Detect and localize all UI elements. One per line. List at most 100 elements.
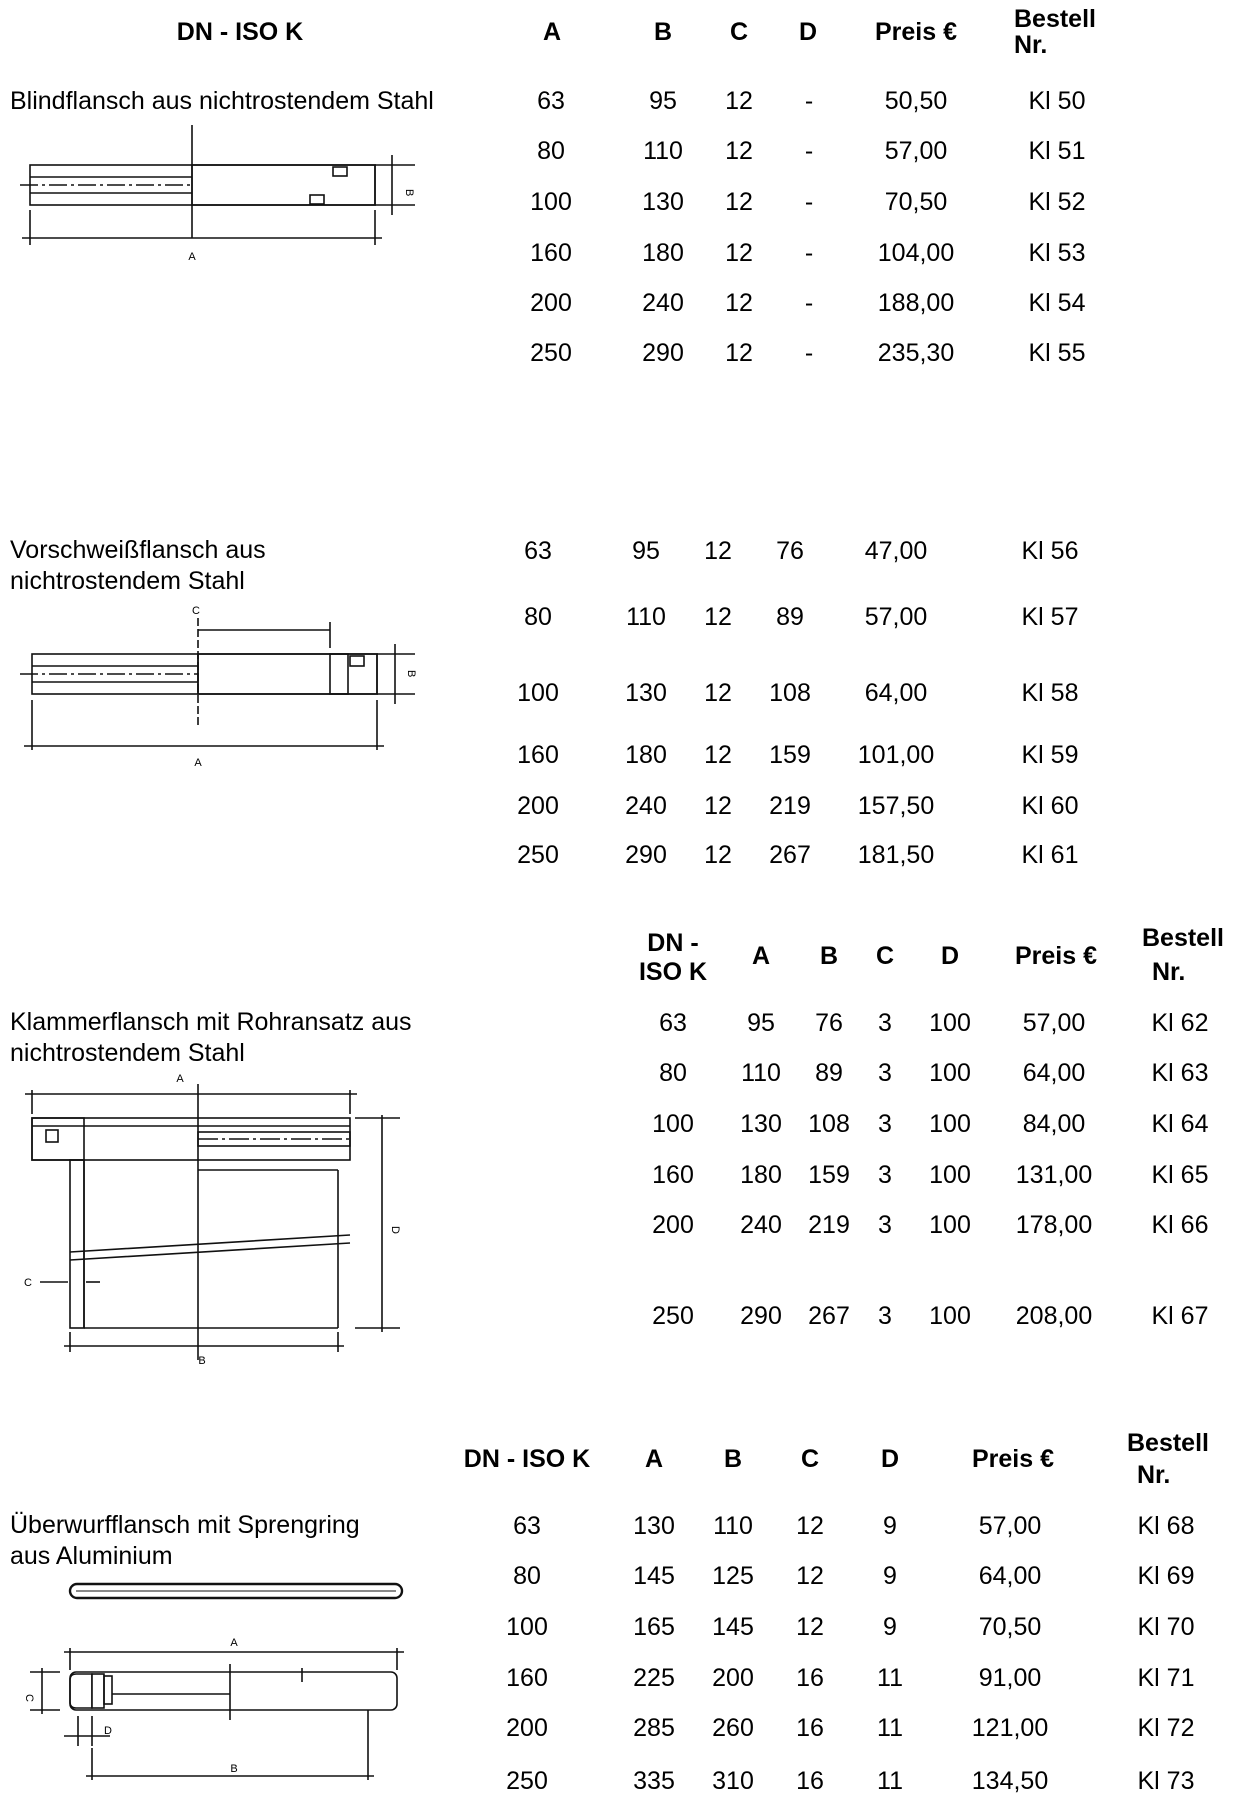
dim-label-b: B <box>405 670 417 677</box>
dim-label-b: B <box>403 189 415 196</box>
dim-label-c: C <box>24 1277 32 1289</box>
cell-b: 145 <box>712 1613 754 1641</box>
cell-c: 108 <box>769 679 811 707</box>
cell-order-no: Kl 50 <box>1028 87 1086 115</box>
product-description-line-1: Vorschweißflansch aus <box>10 536 266 564</box>
cell-c: 3 <box>878 1059 892 1087</box>
cell-c: 219 <box>769 792 811 820</box>
cell-a: 335 <box>633 1767 675 1795</box>
cell-b: 260 <box>712 1714 754 1742</box>
cell-order-no: Kl 71 <box>1137 1664 1195 1692</box>
cell-dn: 63 <box>513 1512 541 1540</box>
cell-d: 9 <box>883 1512 897 1540</box>
header-dn-line-1: DN - <box>647 929 699 957</box>
cell-price: 84,00 <box>1022 1110 1086 1138</box>
cell-dn: 160 <box>652 1161 694 1189</box>
cell-order-no: Kl 54 <box>1028 289 1086 317</box>
cell-dn: 250 <box>530 339 572 367</box>
cell-a: 290 <box>740 1302 782 1330</box>
dim-label-a: A <box>194 757 202 769</box>
cell-d: 11 <box>877 1714 903 1742</box>
product-description-line-2: aus Aluminium <box>10 1542 173 1570</box>
cell-order-no: Kl 58 <box>1021 679 1079 707</box>
cell-dn: 200 <box>517 792 559 820</box>
cell-price: 47,00 <box>864 537 928 565</box>
product-description-line-2: nichtrostendem Stahl <box>10 1039 245 1067</box>
cell-price: 64,00 <box>864 679 928 707</box>
cell-price: 235,30 <box>877 339 955 367</box>
cell-dn: 250 <box>652 1302 694 1330</box>
cell-b: 12 <box>704 679 732 707</box>
header-b: B <box>653 18 673 46</box>
cell-c: 16 <box>796 1767 824 1795</box>
cell-dn: 200 <box>652 1211 694 1239</box>
cell-dn: 250 <box>517 841 559 869</box>
header-price: Preis € <box>1014 942 1098 970</box>
cell-a: 130 <box>740 1110 782 1138</box>
cell-b: 12 <box>704 841 732 869</box>
cell-d: 100 <box>929 1059 971 1087</box>
header-d: D <box>880 1445 900 1473</box>
cell-d: 11 <box>877 1664 903 1692</box>
cell-d: 100 <box>929 1009 971 1037</box>
cell-b: 12 <box>725 188 753 216</box>
dim-label-a: A <box>230 1637 238 1649</box>
cell-a: 110 <box>741 1059 781 1087</box>
cell-a: 180 <box>642 239 684 267</box>
cell-c: 12 <box>796 1512 824 1540</box>
product-description-line-1: Überwurfflansch mit Sprengring <box>10 1511 360 1539</box>
dim-label-b: B <box>230 1763 237 1775</box>
cell-price: 50,50 <box>884 87 948 115</box>
cell-a: 225 <box>633 1664 675 1692</box>
cell-a: 130 <box>642 188 684 216</box>
cell-order-no: Kl 60 <box>1021 792 1079 820</box>
cell-b: 89 <box>815 1059 843 1087</box>
cell-price: 57,00 <box>864 603 928 631</box>
header-d: D <box>940 942 960 970</box>
header-order-no-line-1: Bestell <box>1127 1429 1209 1457</box>
cell-order-no: Kl 67 <box>1151 1302 1209 1330</box>
cell-b: 12 <box>704 741 732 769</box>
cell-b: 76 <box>815 1009 843 1037</box>
header-order-no-line-1: Bestell <box>1142 924 1224 952</box>
cell-c: - <box>804 339 814 367</box>
cell-c: 159 <box>769 741 811 769</box>
cell-price: 57,00 <box>978 1512 1042 1540</box>
cell-c: 3 <box>878 1211 892 1239</box>
cell-a: 95 <box>747 1009 775 1037</box>
header-price: Preis € <box>971 1445 1055 1473</box>
cell-d: 100 <box>929 1211 971 1239</box>
cell-price: 157,50 <box>857 792 935 820</box>
header-dn-line-2: ISO K <box>638 958 708 986</box>
cell-a: 240 <box>740 1211 782 1239</box>
cell-price: 64,00 <box>1022 1059 1086 1087</box>
cell-order-no: Kl 69 <box>1137 1562 1195 1590</box>
header-b: B <box>723 1445 743 1473</box>
header-c: C <box>800 1445 820 1473</box>
cell-b: 12 <box>725 87 753 115</box>
cell-price: 121,00 <box>971 1714 1049 1742</box>
cell-order-no: Kl 66 <box>1151 1211 1209 1239</box>
cell-price: 134,50 <box>971 1767 1049 1795</box>
cell-price: 181,50 <box>857 841 935 869</box>
cell-b: 12 <box>704 792 732 820</box>
cell-dn: 160 <box>517 741 559 769</box>
cell-order-no: Kl 68 <box>1137 1512 1195 1540</box>
header-dn: DN - ISO K <box>463 1445 591 1473</box>
header-order-no-line-2: Nr. <box>1137 1461 1171 1489</box>
cell-b: 12 <box>725 239 753 267</box>
header-b: B <box>819 942 839 970</box>
weld-neck-flange-drawing: C A B <box>20 605 417 769</box>
header-order-no: Bestell Nr. <box>1014 5 1096 59</box>
cell-b: 12 <box>704 537 732 565</box>
cell-dn: 200 <box>506 1714 548 1742</box>
dim-label-a: A <box>176 1073 184 1085</box>
cell-a: 180 <box>740 1161 782 1189</box>
cell-price: 70,50 <box>978 1613 1042 1641</box>
cell-b: 108 <box>808 1110 850 1138</box>
cell-order-no: Kl 55 <box>1028 339 1086 367</box>
cell-price: 57,00 <box>884 137 948 165</box>
cell-price: 208,00 <box>1015 1302 1093 1330</box>
cell-c: - <box>804 188 814 216</box>
dim-label-d: D <box>389 1226 401 1234</box>
